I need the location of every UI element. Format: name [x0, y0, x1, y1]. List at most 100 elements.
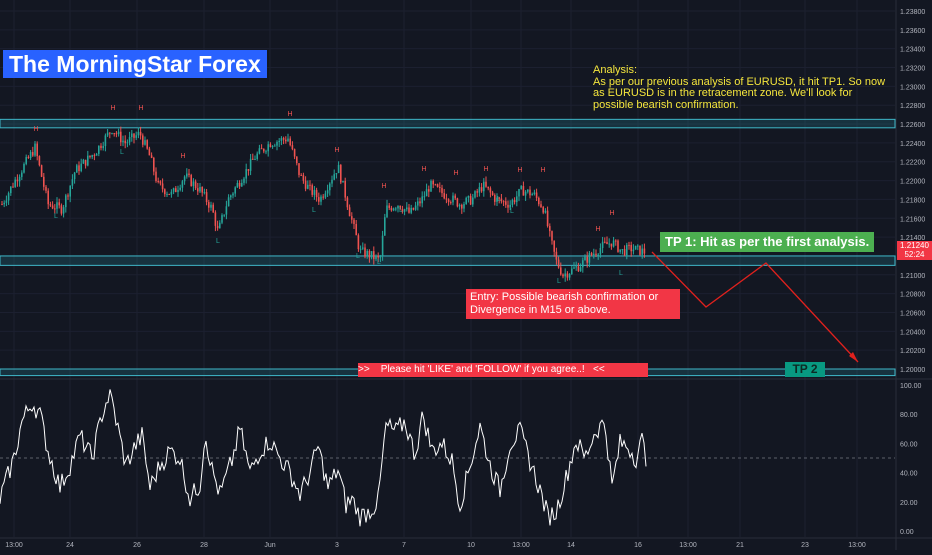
tp1-label: TP 1: Hit as per the first analysis.: [660, 232, 875, 252]
projection-path: [651, 251, 859, 363]
swing-low-marker: L: [356, 253, 360, 260]
candle-body: [362, 247, 364, 249]
candle-body: [335, 173, 338, 175]
candle-body: [553, 240, 555, 252]
price-axis[interactable]: 1.23800 1.23600 1.23400 1.23200 1.23000 1.228…: [900, 9, 925, 374]
price-tick-label: 1.22600: [900, 122, 925, 129]
last-price-tag: 1.21240 52:24: [897, 241, 932, 260]
candle-body: [221, 215, 223, 223]
candle-body: [205, 192, 208, 203]
candle-body: [337, 164, 340, 174]
candle-body: [241, 182, 243, 187]
swing-low-marker: L: [399, 207, 403, 214]
candle-body: [267, 144, 269, 152]
candle-body: [245, 169, 247, 179]
candle-body: [395, 208, 397, 210]
candle-body: [40, 165, 43, 177]
swing-low-marker: L: [216, 238, 220, 245]
projection-line: [651, 251, 859, 363]
candle-body: [278, 140, 280, 142]
candle-body: [91, 155, 93, 158]
candle-body: [190, 175, 192, 186]
oscillator-tick-label: 0.00: [900, 529, 914, 536]
oscillator-axis[interactable]: 100.00 80.00 60.00 40.00 20.00 0.00: [900, 383, 922, 536]
candle-body: [271, 145, 274, 148]
candle-body: [364, 247, 366, 257]
candle-body: [34, 143, 36, 156]
swing-high-marker: H: [421, 166, 426, 173]
candle-body: [146, 140, 148, 149]
oscillator-tick-label: 80.00: [900, 412, 918, 419]
candle-body: [69, 185, 71, 197]
price-tick-label: 1.21400: [900, 235, 925, 242]
candle-body: [542, 207, 544, 213]
candle-body: [10, 186, 12, 194]
candle-body: [434, 184, 437, 186]
candle-body: [7, 193, 10, 201]
swing-high-marker: H: [609, 210, 614, 217]
analysis-heading: Analysis:: [593, 64, 638, 76]
candle-body: [520, 186, 522, 190]
swing-high-marker: H: [483, 166, 488, 173]
swing-high-marker: H: [287, 111, 292, 118]
candle-body: [98, 145, 100, 154]
candle-body: [197, 188, 199, 192]
candle-body: [117, 131, 120, 135]
candle-body: [399, 205, 401, 210]
candle-body: [500, 198, 503, 202]
candle-body: [153, 157, 155, 172]
swing-low-marker: L: [619, 270, 623, 277]
candle-body: [476, 191, 478, 193]
zone-band: [0, 118, 896, 129]
price-tick-label: 1.20400: [900, 329, 925, 336]
candle-body: [353, 219, 355, 224]
candle-body: [150, 155, 153, 158]
candle-body: [346, 197, 349, 208]
candle-body: [593, 253, 595, 256]
candle-body: [478, 187, 481, 193]
candle-body: [575, 266, 577, 268]
candle-body: [483, 181, 485, 192]
candle-body: [410, 207, 412, 213]
candle-body: [373, 251, 375, 259]
candle-body: [555, 251, 558, 260]
swing-high-marker: H: [453, 170, 458, 177]
candle-body: [67, 195, 69, 197]
candle-body: [577, 266, 580, 272]
candle-body: [538, 197, 540, 205]
candle-body: [120, 131, 122, 143]
candle-body: [236, 182, 239, 188]
price-tick-label: 1.23200: [900, 66, 925, 73]
candle-body: [168, 193, 170, 195]
swing-high-marker: H: [334, 147, 339, 154]
candle-body: [560, 267, 562, 275]
time-tick-label: 13:00: [848, 542, 866, 549]
candle-body: [621, 249, 624, 251]
swing-low-marker: L: [120, 149, 124, 156]
candle-body: [465, 197, 467, 205]
candle-body: [610, 243, 613, 247]
candle-body: [588, 253, 591, 263]
candle-body: [524, 191, 527, 196]
candle-body: [179, 187, 181, 190]
candle-body: [333, 174, 335, 180]
candle-body: [157, 180, 159, 182]
candle-body: [447, 199, 450, 203]
candle-body: [331, 179, 333, 184]
oscillator-line: [0, 389, 647, 527]
candle-body: [322, 196, 324, 198]
candle-body: [498, 197, 500, 199]
candle-body: [344, 180, 346, 198]
swing-low-marker: L: [312, 207, 316, 214]
candle-body: [313, 189, 316, 195]
candle-body: [522, 186, 525, 196]
candle-body: [549, 226, 551, 232]
candle-body: [309, 184, 311, 186]
candle-body: [628, 244, 630, 246]
time-tick-label: Jun: [264, 542, 275, 549]
candle-body: [388, 205, 390, 208]
candle-body: [456, 198, 459, 207]
time-axis[interactable]: 13:00 24 26 28 Jun 3 7 10 13:00 14 16 13:00 21 23 13:0…: [5, 542, 866, 549]
candle-body: [199, 186, 201, 192]
candle-body: [155, 171, 157, 181]
